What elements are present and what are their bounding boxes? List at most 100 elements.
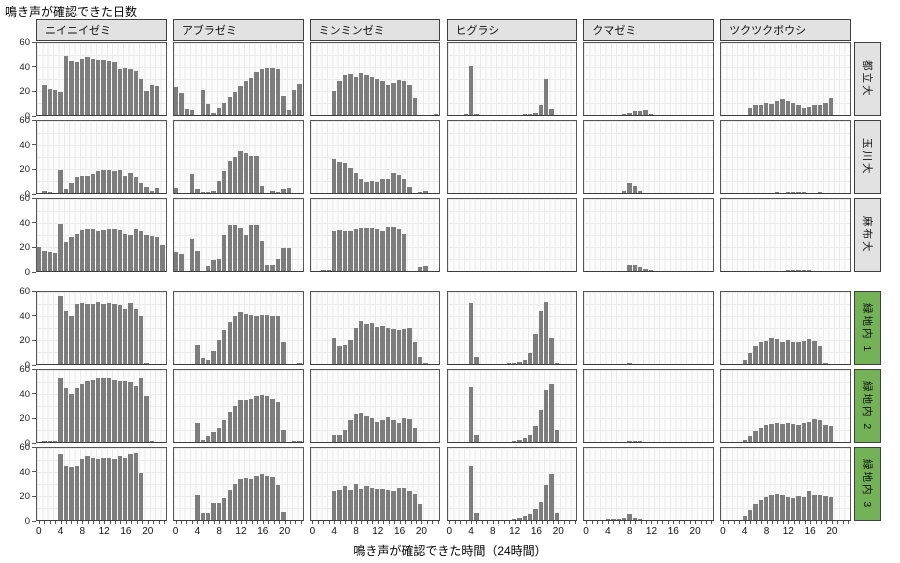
bar-hour-22 [155,86,160,115]
bar-hour-15 [254,155,259,193]
bar-hour-6 [206,512,211,520]
x-tick-label: 20 [142,526,154,537]
bar-hour-4 [332,337,337,364]
facet-column-header: ミンミンゼミ [309,19,441,41]
bar-hour-8 [216,340,222,364]
bar-hour-17 [265,265,270,271]
bar-hour-19 [823,425,828,442]
bar-hour-8 [79,176,85,193]
x-tick-mark [525,521,527,524]
bar-hour-15 [391,329,396,364]
bar-hour-19 [275,485,281,520]
x-tick-mark [60,521,62,524]
bar-hour-10 [90,304,96,364]
bar-hour-1 [179,254,184,271]
bar-hour-19 [138,378,144,442]
bar-hour-12 [648,269,654,271]
bar-hour-19 [549,337,554,364]
bar-hour-9 [222,171,227,193]
x-tick-label: 16 [530,526,542,537]
bar-hour-20 [418,504,423,520]
x-tick-mark [629,521,631,524]
panel-緑地内 3-ニイニイゼミ [36,447,167,521]
y-tick-label: 20 [19,491,30,503]
bar-hour-14 [522,113,527,115]
bar-hour-8 [79,302,85,364]
bar-hour-17 [401,329,407,364]
x-tick-mark [98,521,100,524]
bar-hour-5 [747,510,753,520]
bar-hour-17 [265,475,270,520]
y-tick-label: 40 [19,139,30,151]
x-tick-mark [224,521,226,524]
bar-hour-13 [380,488,385,520]
bar-hour-15 [254,225,259,271]
bar-hour-9 [85,304,90,364]
bar-hour-15 [254,71,259,115]
x-tick-label: 16 [804,526,816,537]
x-tick-mark [388,521,390,524]
bar-hour-13 [243,478,248,520]
bar-hour-11 [96,171,101,193]
bar-hour-3 [53,253,58,271]
bar-hour-5 [474,512,479,520]
bar-hour-6 [206,360,211,364]
x-tick-mark [481,521,483,524]
bar-hour-20 [281,430,286,442]
x-tick-mark [284,521,286,524]
panel-玉川大-ミンミンゼミ [309,120,441,194]
bar-hour-5 [611,518,616,520]
bar-hour-19 [549,474,554,520]
bar-hour-20 [281,95,286,115]
bar-hour-17 [265,314,270,364]
x-tick-mark [202,521,204,524]
x-tick-mark [186,521,188,524]
bar-hour-23 [297,440,302,442]
x-tick-mark [569,521,571,524]
bar-hour-14 [248,77,254,115]
x-tick-mark [377,521,379,524]
y-tick-mark [32,290,36,292]
x-tick-mark [295,521,297,524]
bar-hour-3 [189,238,195,271]
bar-hour-9 [358,488,364,520]
bar-hour-4 [58,224,63,271]
bar-hour-8 [79,384,85,442]
bar-hour-18 [817,346,823,364]
bar-hour-7 [758,427,764,442]
bar-hour-20 [554,512,560,520]
bar-hour-9 [85,380,90,442]
bar-hour-16 [122,68,128,115]
bar-hour-8 [353,328,358,364]
bar-hour-13 [106,302,112,364]
bar-hour-18 [544,79,549,115]
panel-麻布大-ヒグラシ [446,198,578,272]
bar-hour-13 [106,378,112,442]
bar-hour-12 [101,378,106,442]
bar-hour-22 [155,237,160,271]
y-tick-mark [32,417,36,419]
bar-hour-11 [643,110,648,115]
x-tick-mark [125,521,127,524]
bar-hour-4 [332,491,337,520]
bar-hour-4 [58,92,63,115]
bar-hour-7 [74,233,79,271]
bar-hour-17 [812,341,817,364]
y-tick-mark [32,315,36,317]
bar-hour-15 [391,172,396,193]
bar-hour-12 [511,440,517,442]
bar-hour-16 [807,338,812,364]
panel-緑地内 3-ヒグラシ [446,447,578,521]
bar-hour-14 [385,178,391,193]
bar-hour-10 [364,486,369,520]
x-tick-mark [733,521,735,524]
x-tick-mark [361,521,363,524]
bar-hour-10 [90,229,96,271]
x-tick-mark [635,521,637,524]
bar-hour-15 [801,191,807,193]
bar-hour-13 [380,325,385,364]
bar-hour-13 [517,517,522,520]
bar-hour-20 [144,187,149,193]
bar-hour-6 [206,104,211,115]
x-tick-mark [328,521,330,524]
